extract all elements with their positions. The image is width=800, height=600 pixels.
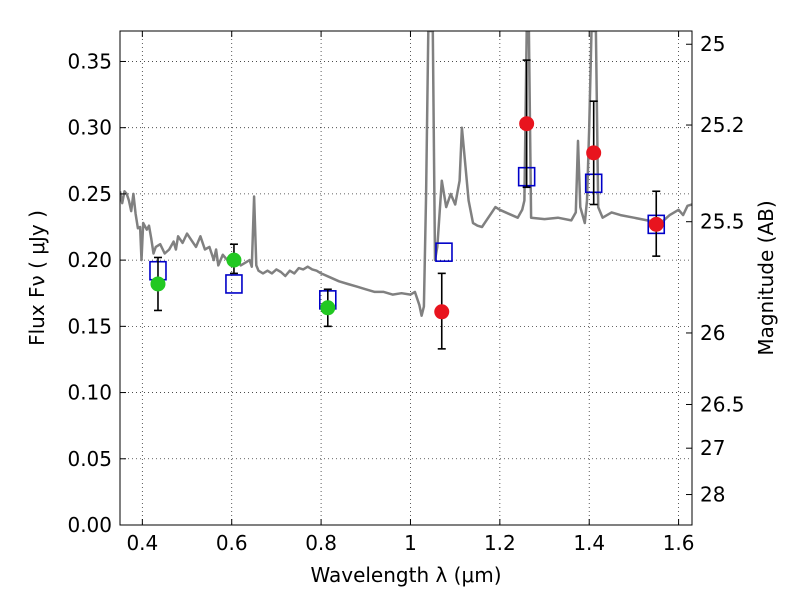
y-tick-label: 0.10 [67,381,112,405]
x-tick-label: 1.4 [573,531,605,555]
model-spectrum-line [120,31,692,317]
observed-data-point [226,252,242,268]
observed-data-point [648,216,664,232]
y2-tick-label: 26.5 [700,392,745,416]
grid [120,31,692,526]
y-tick-label: 0.30 [67,116,112,140]
y-tick-label: 0.15 [67,314,112,338]
model-photometry-square [435,242,453,262]
axis-ticks: 0.4 0.6 0.8 1 1.2 1.4 1.6 0.00 0.05 0.10 0.15 0.20 0… [67,31,745,555]
y2-tick-label: 25 [700,32,725,56]
x-axis-label: Wavelength λ (μm) [310,563,501,587]
y-tick-label: 0.35 [67,49,112,73]
y2-tick-label: 25.2 [700,113,745,137]
observed-data-point [519,116,535,132]
y-tick-label: 0.00 [67,513,112,537]
x-tick-label: 1.6 [663,531,695,555]
plot-area [120,31,692,317]
y-tick-label: 0.25 [67,182,112,206]
x-tick-label: 0.6 [216,531,248,555]
observed-data-point [434,304,450,320]
y2-tick-label: 27 [700,436,725,460]
y2-tick-label: 25.5 [700,210,745,234]
observed-data-point [320,300,336,316]
model-photometry-square [225,274,243,294]
y2-tick-label: 28 [700,483,725,507]
y2-axis-label: Magnitude (AB) [754,200,778,355]
y-tick-label: 0.20 [67,248,112,272]
observed-data-point [150,276,166,292]
y-axis-label: Flux Fν ( μJy ) [25,210,49,346]
observed-data-point [586,145,602,161]
x-tick-label: 1 [404,531,417,555]
y2-tick-label: 26 [700,321,725,345]
error-bars [150,59,664,350]
x-tick-label: 0.4 [126,531,158,555]
x-tick-label: 0.8 [305,531,337,555]
plot-frame [119,30,693,526]
x-tick-label: 1.2 [484,531,516,555]
y-tick-label: 0.05 [67,447,112,471]
